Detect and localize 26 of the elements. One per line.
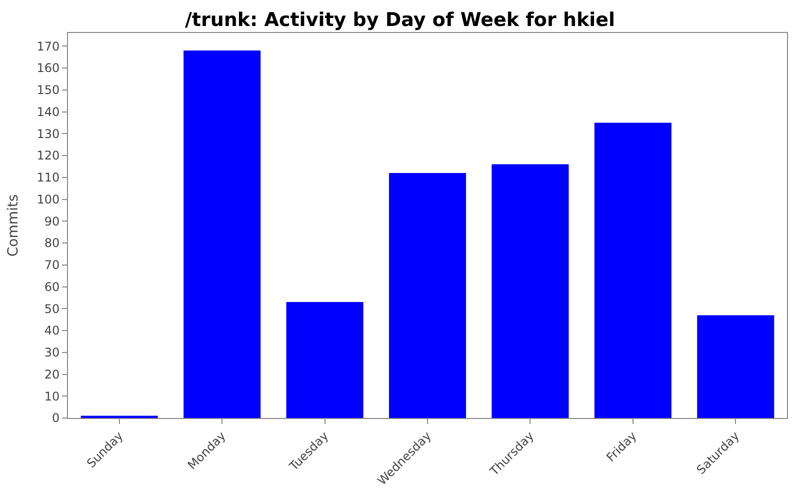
bar	[594, 122, 672, 418]
y-tick-label: 0	[52, 411, 60, 426]
bar	[286, 302, 364, 418]
y-tick-label: 70	[44, 258, 60, 272]
y-tick-label: 150	[36, 83, 60, 98]
y-tick-label: 50	[44, 302, 60, 316]
y-tick-label: 110	[36, 170, 60, 185]
y-tick-label: 30	[44, 346, 60, 360]
y-tick-label: 100	[36, 192, 60, 206]
y-tick-label: 90	[44, 214, 60, 228]
y-tick-label: 140	[36, 104, 60, 119]
y-tick-label: 80	[44, 236, 60, 250]
bar	[492, 164, 569, 418]
y-tick-label: 130	[36, 126, 60, 141]
y-tick-label: 160	[36, 61, 60, 76]
y-tick-label: 170	[36, 39, 60, 54]
y-tick-label: 60	[44, 280, 60, 294]
y-axis-title: Commits	[5, 194, 22, 257]
bar	[388, 173, 466, 418]
bar	[697, 315, 774, 418]
y-tick-label: 20	[44, 367, 60, 382]
bar	[184, 50, 261, 418]
chart-title: /trunk: Activity by Day of Week for hkiel	[184, 8, 616, 31]
y-tick-label: 40	[44, 324, 60, 338]
y-tick-label: 120	[36, 148, 60, 163]
y-tick-label: 10	[44, 389, 60, 404]
